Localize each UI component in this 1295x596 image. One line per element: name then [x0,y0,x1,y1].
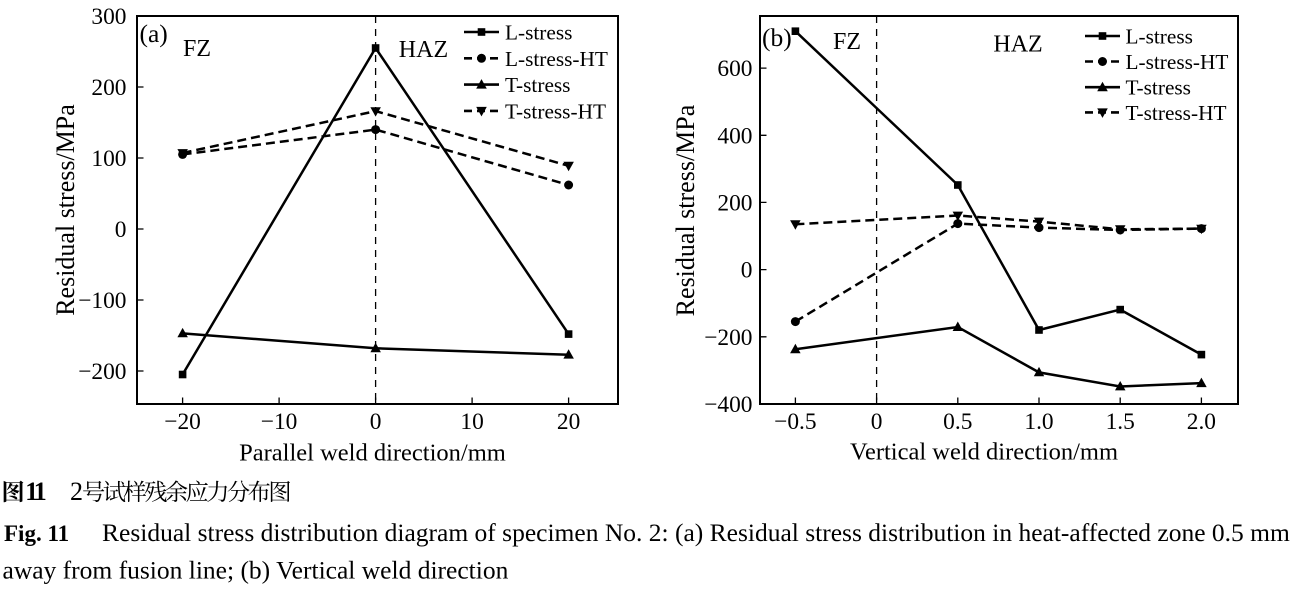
svg-text:Fig. 11: Fig. 11 [4,521,69,546]
svg-text:−200: −200 [78,359,126,385]
svg-text:−10: −10 [261,409,298,435]
svg-text:20: 20 [557,409,580,435]
svg-text:T-stress-HT: T-stress-HT [505,99,606,123]
svg-text:2.0: 2.0 [1187,409,1216,435]
svg-text:L-stress-HT: L-stress-HT [505,47,608,71]
svg-text:away from fusion line; (b) Ver: away from fusion line; (b) Vertical weld… [3,556,509,585]
svg-text:−0.5: −0.5 [774,409,816,435]
svg-text:Residual stress/MPa: Residual stress/MPa [671,104,700,316]
svg-text:2: 2 [70,477,83,506]
svg-text:T-stress-HT: T-stress-HT [1126,101,1227,125]
svg-text:(a): (a) [140,19,168,48]
svg-text:200: 200 [91,75,126,101]
svg-text:300: 300 [91,4,126,30]
svg-text:Residual stress/MPa: Residual stress/MPa [51,104,80,316]
svg-text:L-stress: L-stress [1126,25,1193,49]
svg-text:Residual stress distribution d: Residual stress distribution diagram of … [102,518,1290,547]
svg-text:Parallel weld direction/mm: Parallel weld direction/mm [239,440,506,467]
svg-text:0: 0 [115,217,127,243]
svg-text:0: 0 [741,258,753,284]
svg-text:L-stress-HT: L-stress-HT [1126,50,1229,74]
svg-text:10: 10 [460,409,483,435]
svg-text:0.5: 0.5 [943,409,972,435]
svg-text:400: 400 [717,123,752,149]
svg-text:(b): (b) [762,23,792,52]
svg-text:200: 200 [717,190,752,216]
svg-text:FZ: FZ [833,29,861,55]
svg-text:1.5: 1.5 [1106,409,1135,435]
svg-text:T-stress: T-stress [1126,76,1191,100]
svg-text:FZ: FZ [183,36,211,62]
svg-text:−400: −400 [704,392,752,418]
svg-text:T-stress: T-stress [505,73,570,97]
svg-text:1: 1 [34,477,47,506]
svg-text:1: 1 [25,477,38,506]
svg-text:−200: −200 [704,325,752,351]
svg-text:600: 600 [717,56,752,82]
svg-text:HAZ: HAZ [993,32,1042,58]
svg-text:100: 100 [91,146,126,172]
svg-text:0: 0 [871,409,883,435]
svg-text:Vertical weld direction/mm: Vertical weld direction/mm [850,439,1118,466]
svg-text:−20: −20 [164,409,201,435]
svg-text:0: 0 [370,409,382,435]
svg-text:L-stress: L-stress [505,21,572,45]
svg-text:−100: −100 [78,288,126,314]
svg-text:HAZ: HAZ [399,37,448,63]
svg-text:1.0: 1.0 [1024,409,1053,435]
